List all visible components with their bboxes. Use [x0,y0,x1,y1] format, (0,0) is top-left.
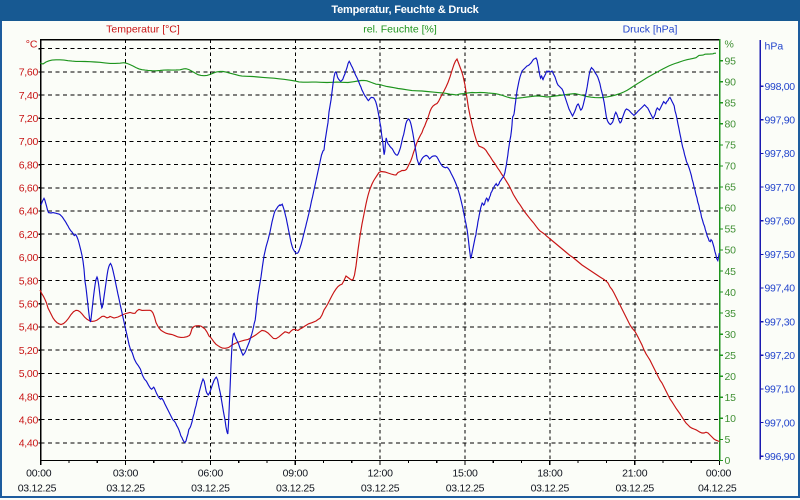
svg-text:4,60: 4,60 [19,414,39,426]
svg-text:5: 5 [725,434,731,446]
svg-text:4,40: 4,40 [19,438,39,450]
svg-text:00:00: 00:00 [706,468,732,480]
svg-text:60: 60 [725,203,737,215]
svg-text:6,60: 6,60 [19,183,39,195]
svg-text:09:00: 09:00 [283,468,309,480]
svg-text:00:00: 00:00 [26,468,52,480]
svg-text:5,20: 5,20 [19,345,39,357]
svg-text:25: 25 [725,350,737,362]
svg-text:997,00: 997,00 [765,417,796,429]
svg-text:997,30: 997,30 [765,316,796,328]
svg-text:03.12.25: 03.12.25 [446,483,485,495]
svg-text:10: 10 [725,413,737,425]
svg-text:7,20: 7,20 [19,113,39,125]
svg-text:997,20: 997,20 [765,350,796,362]
svg-text:95: 95 [725,55,737,67]
svg-text:7,40: 7,40 [19,90,39,102]
svg-text:80: 80 [725,119,737,131]
svg-text:03.12.25: 03.12.25 [615,483,654,495]
svg-text:7,60: 7,60 [19,67,39,79]
svg-text:6,00: 6,00 [19,252,39,264]
svg-text:997,40: 997,40 [765,283,796,295]
svg-text:03.12.25: 03.12.25 [361,483,400,495]
svg-text:03:00: 03:00 [113,468,139,480]
svg-text:18:00: 18:00 [537,468,563,480]
svg-text:30: 30 [725,329,737,341]
svg-text:997,10: 997,10 [765,384,796,396]
svg-text:0: 0 [725,455,731,467]
svg-text:%: % [725,39,734,51]
svg-text:6,80: 6,80 [19,159,39,171]
svg-text:15: 15 [725,392,737,404]
svg-text:21:00: 21:00 [622,468,648,480]
svg-text:90: 90 [725,76,737,88]
svg-text:15:00: 15:00 [452,468,478,480]
svg-text:6,20: 6,20 [19,229,39,241]
svg-text:5,40: 5,40 [19,322,39,334]
svg-text:hPa: hPa [765,41,784,53]
svg-text:5,00: 5,00 [19,368,39,380]
svg-text:85: 85 [725,97,737,109]
svg-text:5,80: 5,80 [19,275,39,287]
svg-text:°C: °C [26,39,38,51]
svg-text:40: 40 [725,287,737,299]
svg-text:03.12.25: 03.12.25 [276,483,315,495]
svg-text:03.12.25: 03.12.25 [191,483,230,495]
svg-text:65: 65 [725,182,737,194]
svg-text:70: 70 [725,161,737,173]
svg-text:12:00: 12:00 [367,468,393,480]
svg-text:45: 45 [725,266,737,278]
svg-text:997,70: 997,70 [765,182,796,194]
svg-text:998,00: 998,00 [765,81,796,93]
svg-text:50: 50 [725,245,737,257]
svg-text:06:00: 06:00 [198,468,224,480]
svg-text:5,60: 5,60 [19,298,39,310]
svg-text:997,90: 997,90 [765,115,796,127]
svg-text:Druck [hPa]: Druck [hPa] [623,24,678,36]
svg-text:7,00: 7,00 [19,136,39,148]
svg-text:03.12.25: 03.12.25 [106,483,145,495]
svg-text:997,80: 997,80 [765,148,796,160]
svg-text:Temperatur [°C]: Temperatur [°C] [106,24,180,36]
svg-text:6,40: 6,40 [19,206,39,218]
svg-text:04.12.25: 04.12.25 [698,483,737,495]
svg-text:997,50: 997,50 [765,249,796,261]
svg-text:75: 75 [725,140,737,152]
svg-text:4,80: 4,80 [19,391,39,403]
svg-text:997,60: 997,60 [765,215,796,227]
svg-text:03.12.25: 03.12.25 [531,483,570,495]
svg-text:55: 55 [725,224,737,236]
svg-text:rel. Feuchte [%]: rel. Feuchte [%] [363,24,437,36]
svg-text:03.12.25: 03.12.25 [18,483,57,495]
svg-text:35: 35 [725,308,737,320]
svg-text:996,90: 996,90 [765,451,796,463]
svg-text:20: 20 [725,371,737,383]
